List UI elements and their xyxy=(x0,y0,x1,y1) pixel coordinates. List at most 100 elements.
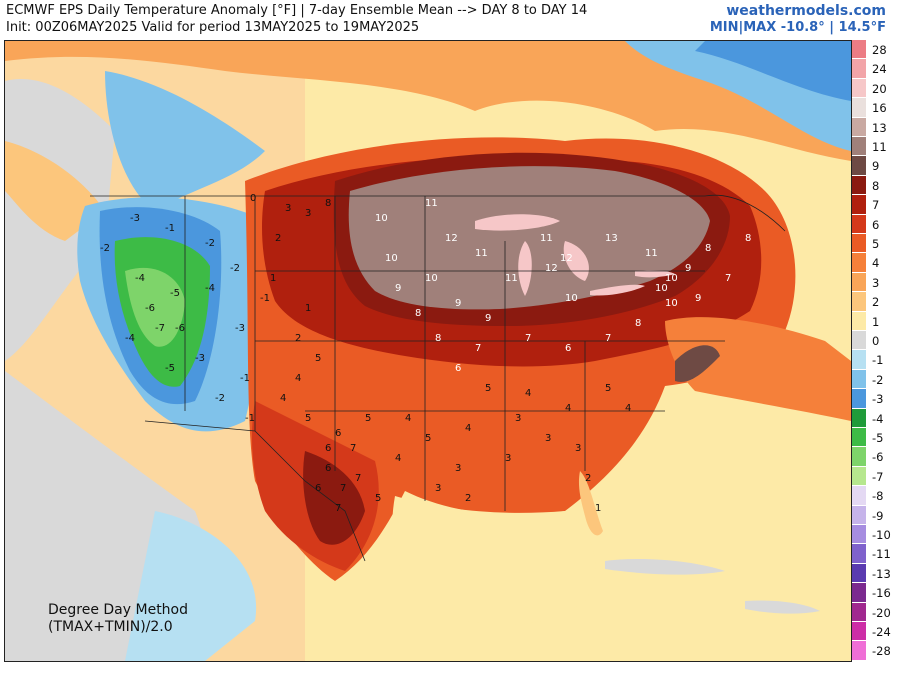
legend-label: -5 xyxy=(872,431,884,445)
legend-swatch xyxy=(852,350,866,370)
value-label: 3 xyxy=(455,463,461,474)
legend-swatch xyxy=(852,195,866,215)
legend-entry: 11 xyxy=(852,137,898,157)
anomaly-map: -3 -1 -2 -2 -4 -5 -6 -7 -6 -4 -3 -5 -4 -… xyxy=(4,40,852,662)
value-label: 3 xyxy=(305,208,311,219)
legend-entry: 6 xyxy=(852,214,898,235)
header-bar: ECMWF EPS Daily Temperature Anomaly [°F]… xyxy=(0,0,900,40)
legend-entry: 28 xyxy=(852,40,898,60)
lake-michigan xyxy=(518,241,532,296)
legend-label: 28 xyxy=(872,43,887,57)
legend-entry: -8 xyxy=(852,486,898,506)
value-label: 8 xyxy=(325,198,331,209)
value-label: 4 xyxy=(525,388,531,399)
value-label: 4 xyxy=(295,373,301,384)
legend-entry: -20 xyxy=(852,602,898,623)
atlantic-warm xyxy=(665,317,851,421)
value-label: 2 xyxy=(275,233,281,244)
legend-label: 0 xyxy=(872,334,880,348)
legend-entry: 1 xyxy=(852,311,898,332)
legend-swatch xyxy=(852,583,866,603)
value-label: 10 xyxy=(565,293,578,304)
legend-entry: -13 xyxy=(852,563,898,584)
hispaniola xyxy=(745,600,820,614)
cuba xyxy=(605,559,725,575)
value-label: 2 xyxy=(295,333,301,344)
value-label: 9 xyxy=(685,263,691,274)
lake-superior xyxy=(475,214,560,231)
value-label: 7 xyxy=(340,483,346,494)
legend-entry: 16 xyxy=(852,98,898,118)
value-label: 3 xyxy=(505,453,511,464)
site-link[interactable]: weathermodels.com xyxy=(726,3,886,19)
legend-swatch xyxy=(852,505,866,525)
legend-entry: -6 xyxy=(852,447,898,467)
value-label: 10 xyxy=(375,213,388,224)
legend-label: -2 xyxy=(872,372,884,387)
value-label: 6 xyxy=(455,363,461,374)
legend-entry: -7 xyxy=(852,466,898,487)
value-label: 5 xyxy=(305,413,311,424)
legend-label: -8 xyxy=(872,489,884,504)
legend-label: 20 xyxy=(872,81,887,96)
legend-entry: -16 xyxy=(852,583,898,603)
legend-label: -10 xyxy=(872,528,891,542)
legend-label: 11 xyxy=(872,140,887,154)
min-max-readout: MIN|MAX -10.8° | 14.5°F xyxy=(709,20,886,35)
legend-entry: -10 xyxy=(852,525,898,545)
us-mexico-border xyxy=(144,420,366,562)
value-label: -2 xyxy=(230,263,240,274)
legend-label: -3 xyxy=(872,392,884,407)
legend-entry: -28 xyxy=(852,641,898,661)
legend-swatch xyxy=(852,78,866,99)
value-label: -6 xyxy=(175,323,185,334)
legend-swatch xyxy=(852,175,866,196)
legend-label: 8 xyxy=(872,178,880,193)
legend-swatch xyxy=(852,331,866,351)
legend-label: 9 xyxy=(872,159,880,174)
value-label: -3 xyxy=(235,323,245,334)
value-label: 2 xyxy=(585,473,591,484)
anomaly-value-labels: -3 -1 -2 -2 -4 -5 -6 -7 -6 -4 -3 -5 -4 -… xyxy=(100,193,751,514)
value-label: 4 xyxy=(280,393,286,404)
value-label: 11 xyxy=(505,273,518,284)
legend-swatch xyxy=(852,486,866,506)
legend-label: 13 xyxy=(872,120,887,135)
legend-swatch xyxy=(852,369,866,390)
legend-entry: 13 xyxy=(852,117,898,138)
map-title: ECMWF EPS Daily Temperature Anomaly [°F]… xyxy=(6,3,588,18)
value-label: 7 xyxy=(355,473,361,484)
value-label: 9 xyxy=(455,298,461,309)
legend-label: -13 xyxy=(872,566,891,581)
value-label: -4 xyxy=(125,333,135,344)
legend-entry: 5 xyxy=(852,234,898,254)
value-label: 11 xyxy=(475,248,488,259)
great-lakes-max xyxy=(348,166,710,310)
legend-entry: 24 xyxy=(852,59,898,79)
value-label: 3 xyxy=(545,433,551,444)
legend-entry: 8 xyxy=(852,175,898,196)
value-label: 1 xyxy=(305,303,311,314)
legend-swatch xyxy=(852,253,866,273)
value-label: 8 xyxy=(745,233,751,244)
value-label: 11 xyxy=(425,198,438,209)
legend-entry: 9 xyxy=(852,156,898,176)
value-label: 3 xyxy=(575,443,581,454)
legend-entry: -2 xyxy=(852,369,898,390)
political-borders xyxy=(90,194,786,562)
value-label: 3 xyxy=(285,203,291,214)
legend-swatch xyxy=(852,466,866,487)
legend-label: -20 xyxy=(872,605,891,620)
legend-swatch xyxy=(852,544,866,564)
florida xyxy=(578,471,603,536)
value-label: 7 xyxy=(350,443,356,454)
legend-label: 1 xyxy=(872,314,880,329)
legend-swatch xyxy=(852,641,866,661)
value-label: 5 xyxy=(315,353,321,364)
legend-entry: 2 xyxy=(852,292,898,312)
value-label: 4 xyxy=(405,413,411,424)
legend-swatch xyxy=(852,602,866,622)
value-label: 12 xyxy=(445,233,458,244)
legend-swatch xyxy=(852,311,866,331)
value-label: -4 xyxy=(135,273,145,284)
